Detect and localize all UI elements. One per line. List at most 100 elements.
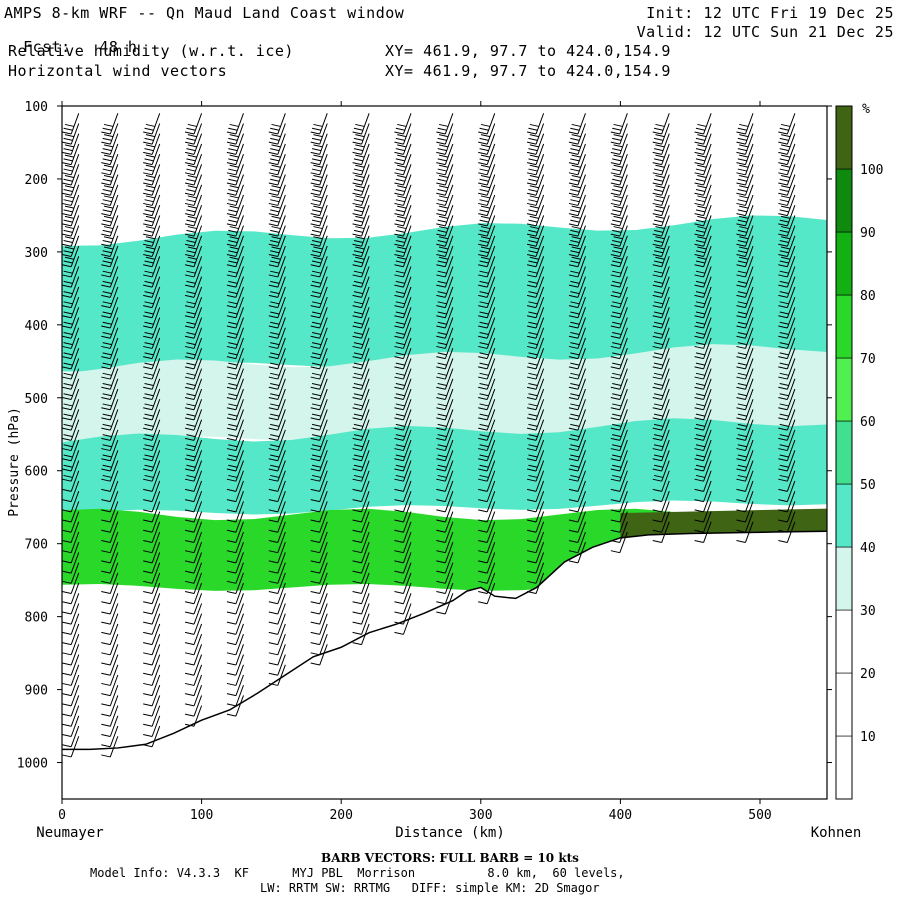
wind-barb-feather xyxy=(143,591,153,595)
wind-barb xyxy=(62,562,80,584)
wind-barb-feather xyxy=(571,185,581,189)
wind-barb-feather xyxy=(268,325,278,329)
wind-barb-feather xyxy=(101,284,111,288)
wind-barb-feather xyxy=(737,423,747,427)
wind-barb-shaft xyxy=(535,501,545,523)
wind-barb xyxy=(394,205,412,227)
wind-barb-feather xyxy=(395,291,405,295)
wind-barb-shaft xyxy=(151,685,161,707)
wind-barb xyxy=(184,368,203,390)
wind-barb-feather xyxy=(568,417,579,421)
wind-barb-feather xyxy=(310,182,320,186)
wind-barb xyxy=(610,113,628,135)
wind-barb-feather xyxy=(653,403,664,407)
wind-barb xyxy=(143,501,161,523)
wind-barb xyxy=(526,409,545,431)
wind-barb-feather xyxy=(63,372,73,376)
wind-barb xyxy=(526,552,545,574)
wind-barb-feather xyxy=(780,246,791,250)
wind-barb xyxy=(568,174,586,196)
wind-barb-feather xyxy=(653,127,664,131)
wind-barb-feather xyxy=(229,215,239,219)
wind-barb-feather xyxy=(613,123,623,127)
wind-barb-feather xyxy=(313,175,323,178)
wind-barb-feather xyxy=(780,154,791,158)
wind-barb xyxy=(436,562,454,584)
wind-barb xyxy=(184,317,203,339)
wind-barb xyxy=(694,113,712,135)
wind-barb-feather xyxy=(652,274,662,278)
wind-barb-feather xyxy=(143,151,153,155)
wind-barb-feather xyxy=(101,345,111,349)
wind-barb-feather xyxy=(736,437,746,441)
wind-barb-feather xyxy=(143,713,153,717)
wind-barb-feather xyxy=(778,407,788,411)
wind-barb xyxy=(101,348,119,370)
wind-barb xyxy=(778,460,796,482)
wind-barb-feather xyxy=(187,185,197,189)
wind-barb xyxy=(101,256,119,278)
y-tick-label: 500 xyxy=(25,392,48,407)
wind-barb-feather xyxy=(478,427,488,431)
wind-barb-feather xyxy=(697,164,707,168)
wind-barb xyxy=(778,378,796,400)
wind-barb-feather xyxy=(739,134,749,138)
wind-barb-feather xyxy=(226,376,237,380)
wind-barb-feather xyxy=(697,226,707,230)
wind-barb xyxy=(436,572,454,595)
wind-barb xyxy=(62,429,80,452)
wind-barb-feather xyxy=(652,345,662,349)
wind-barb-feather xyxy=(570,148,580,152)
wind-barb xyxy=(226,552,244,574)
wind-barb-feather xyxy=(612,148,622,152)
wind-barb xyxy=(568,205,586,227)
wind-barb-feather xyxy=(528,331,538,335)
wind-barb-feather xyxy=(736,427,746,431)
wind-barb xyxy=(101,296,119,319)
wind-barb-feather xyxy=(568,284,579,288)
wind-barb xyxy=(778,327,796,349)
wind-barb xyxy=(610,123,628,145)
wind-barb-feather xyxy=(570,291,580,295)
wind-barb xyxy=(652,286,670,309)
wind-barb-feather xyxy=(63,423,73,427)
wind-barb-feather xyxy=(271,195,281,199)
wind-barb-feather xyxy=(526,499,537,503)
wind-barb xyxy=(143,205,161,227)
wind-barb-feather xyxy=(570,331,580,335)
wind-barb-feather xyxy=(394,397,404,400)
wind-barb xyxy=(226,153,244,176)
wind-barb xyxy=(226,685,244,707)
wind-barb-shaft xyxy=(109,705,119,727)
wind-barb xyxy=(394,296,412,319)
wind-barb-feather xyxy=(778,223,788,227)
wind-barb-feather xyxy=(352,284,362,288)
wind-barb-feather xyxy=(695,372,706,376)
wind-barb xyxy=(310,501,328,523)
wind-barb-feather xyxy=(63,434,73,438)
wind-barb-feather xyxy=(103,236,114,240)
wind-barb-feather xyxy=(571,164,581,168)
wind-barb-feather xyxy=(652,458,662,462)
wind-barb-feather xyxy=(143,499,153,503)
wind-barb xyxy=(436,123,454,145)
wind-barb xyxy=(568,419,586,441)
wind-barb xyxy=(610,409,628,431)
wind-barb-feather xyxy=(268,570,278,574)
wind-barb xyxy=(694,256,712,278)
wind-barb xyxy=(652,327,670,349)
wind-barb-feather xyxy=(736,284,746,288)
wind-barb-feather xyxy=(229,175,239,178)
wind-barb xyxy=(143,521,161,543)
wind-barb xyxy=(694,194,712,217)
wind-barb xyxy=(143,644,161,666)
wind-barb-feather xyxy=(143,305,153,309)
wind-barb-feather xyxy=(695,474,706,478)
wind-barb-feather xyxy=(528,383,538,387)
wind-barb-feather xyxy=(144,260,154,264)
wind-barb xyxy=(394,174,412,196)
wind-barb-feather xyxy=(63,331,73,335)
wind-barb-feather xyxy=(353,229,364,233)
wind-barb-feather xyxy=(737,127,747,131)
wind-barb-shaft xyxy=(193,562,203,584)
